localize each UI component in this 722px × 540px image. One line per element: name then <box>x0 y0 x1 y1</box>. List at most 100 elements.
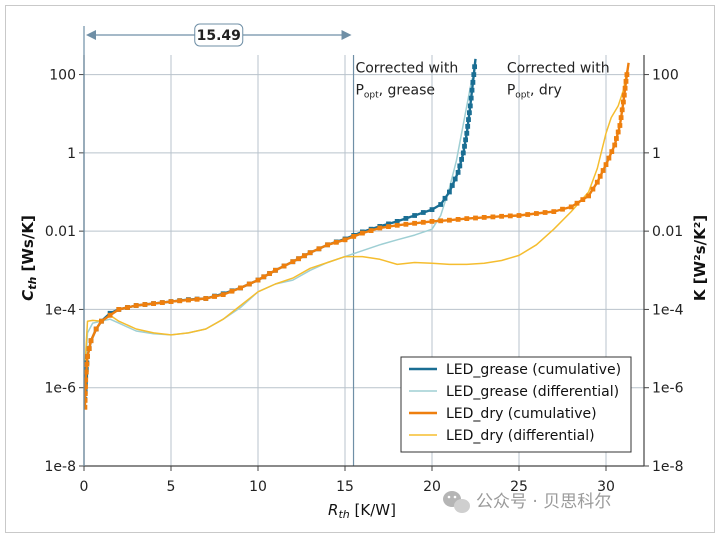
data-point <box>246 281 252 287</box>
data-point <box>351 234 357 239</box>
data-point <box>462 143 467 149</box>
data-point <box>84 391 88 396</box>
data-point <box>516 213 522 218</box>
data-point <box>438 218 444 224</box>
annotation-line2: Popt, grease <box>355 82 435 100</box>
x-tick-label: 0 <box>80 479 89 495</box>
data-point <box>412 220 417 226</box>
data-point <box>624 72 630 77</box>
y-axis-label: Cth [Ws/K] <box>19 215 39 301</box>
data-point <box>449 183 455 188</box>
data-point <box>84 398 88 403</box>
data-point <box>586 193 591 199</box>
x-tick-label: 25 <box>510 479 528 495</box>
data-point <box>560 206 565 212</box>
data-point <box>85 354 90 359</box>
data-point <box>84 404 88 410</box>
data-point <box>296 256 301 262</box>
legend-label: LED_grease (cumulative) <box>446 362 621 378</box>
plot-lines <box>84 55 630 466</box>
grid <box>83 55 644 467</box>
data-point <box>551 209 557 214</box>
data-point <box>84 361 90 367</box>
data-point <box>473 215 478 221</box>
data-point <box>618 115 624 120</box>
legend-label: LED_grease (differential) <box>446 384 619 400</box>
legend-label: LED_dry (differential) <box>446 428 595 444</box>
legend-label: LED_dry (cumulative) <box>446 406 597 422</box>
data-point <box>615 129 621 135</box>
dimension-arrow-left <box>86 30 96 40</box>
data-point <box>452 176 458 182</box>
data-point <box>621 92 627 98</box>
data-point <box>84 377 89 383</box>
series-line-led-grease-differential <box>84 78 473 380</box>
data-point <box>447 217 452 223</box>
data-point <box>468 95 474 101</box>
data-point <box>614 136 619 141</box>
data-point <box>394 222 400 228</box>
data-point <box>133 303 139 308</box>
data-point <box>621 99 626 105</box>
y-tick-label: 1 <box>67 146 76 162</box>
x-tick-label: 5 <box>167 479 176 495</box>
data-point <box>463 137 468 143</box>
y2-axis-label: K [W²s/K²] <box>691 215 709 301</box>
data-point <box>394 219 400 224</box>
data-point <box>623 79 629 84</box>
data-point <box>420 210 426 215</box>
data-point <box>471 72 477 77</box>
data-point <box>333 239 339 245</box>
data-point <box>490 214 496 220</box>
data-point <box>142 302 148 307</box>
data-point <box>412 213 417 218</box>
data-point <box>612 142 618 148</box>
y2-tick-label: 1e-4 <box>652 302 684 318</box>
data-point <box>438 202 444 207</box>
data-point <box>84 384 88 390</box>
data-point <box>542 210 548 215</box>
data-point <box>342 237 348 243</box>
annotation-line2: Popt, dry <box>507 82 562 100</box>
data-point <box>220 292 226 297</box>
data-point <box>472 64 477 70</box>
data-point <box>267 271 272 276</box>
data-point <box>467 103 473 109</box>
data-point <box>302 253 307 259</box>
watermark: 公众号 · 贝思科尔 <box>443 491 611 513</box>
y2-tick-label: 100 <box>652 68 679 84</box>
data-point <box>459 157 464 162</box>
data-point <box>168 299 174 304</box>
data-point <box>507 213 513 219</box>
data-point <box>290 259 296 265</box>
data-point <box>600 168 606 173</box>
y-tick-label: 0.01 <box>45 224 76 240</box>
data-point <box>534 211 539 216</box>
ticks: 0 5 10 15 20 25 30 100 1 0.01 1e-4 1e-6 1e-8 100 1 0.01… <box>45 68 684 495</box>
data-point <box>455 217 461 222</box>
data-point <box>377 225 383 231</box>
data-point <box>597 173 603 179</box>
data-point <box>203 296 209 301</box>
data-point <box>194 296 200 302</box>
data-point <box>116 307 122 312</box>
data-point <box>99 318 104 324</box>
y2-tick-label: 0.01 <box>652 224 683 240</box>
data-point <box>212 294 217 299</box>
wechat-icon <box>443 491 470 513</box>
data-point <box>125 305 130 310</box>
watermark-text: 公众号 · 贝思科尔 <box>476 492 611 512</box>
data-point <box>93 326 99 332</box>
data-point <box>464 216 470 221</box>
data-point <box>574 200 580 206</box>
x-tick-label: 20 <box>423 479 441 495</box>
data-point <box>442 195 448 201</box>
data-point <box>594 179 600 185</box>
dimension-marker: 15.49 <box>83 23 352 466</box>
data-point <box>316 246 322 252</box>
dimension-label: 15.49 <box>197 28 241 44</box>
data-point <box>281 263 287 269</box>
data-point <box>255 277 261 283</box>
data-point <box>470 80 476 85</box>
